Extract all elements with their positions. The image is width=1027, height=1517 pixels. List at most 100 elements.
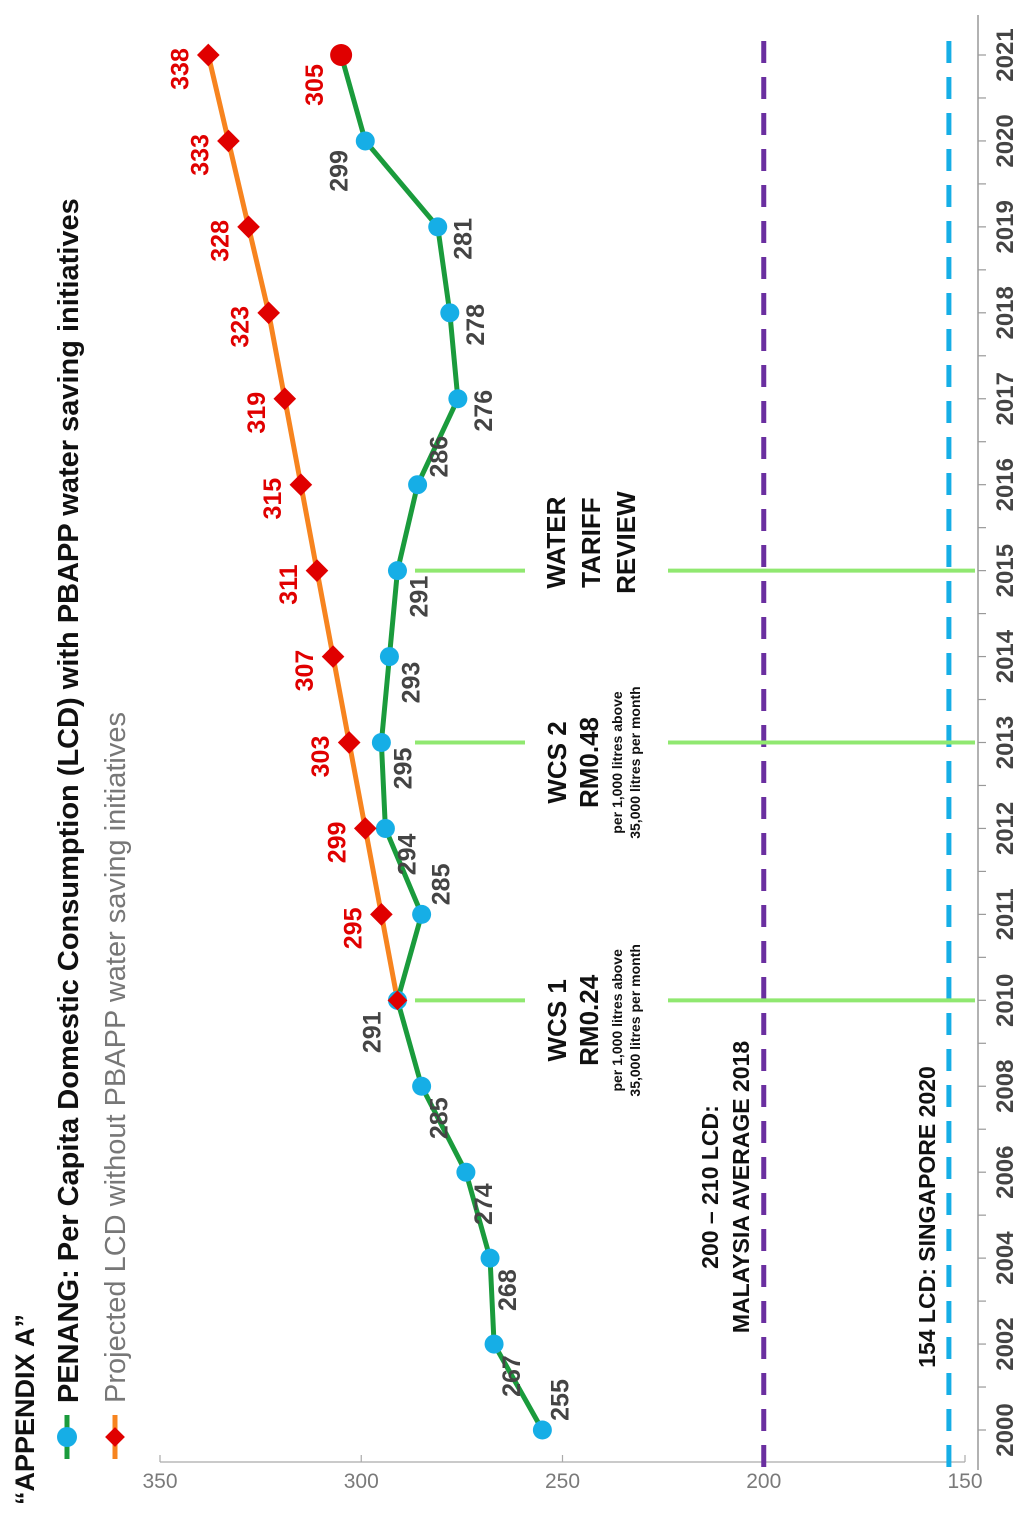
y-tick-label: 250 xyxy=(545,1470,580,1493)
projected-series-line xyxy=(205,54,400,1001)
actual-point xyxy=(330,44,353,66)
actual-point xyxy=(480,1248,500,1268)
annotation-text: TARIFF xyxy=(576,497,606,588)
axes: 2000 2002 2004 2006 2008 2010 2011 2012 2013 2014… xyxy=(142,15,1019,1493)
actual-data-label: 278 xyxy=(462,304,490,346)
reference-line-label: 154 LCD: SINGAPORE 2020 xyxy=(914,1066,940,1368)
actual-point xyxy=(448,389,468,409)
actual-data-label: 295 xyxy=(389,748,417,790)
projected-point xyxy=(237,215,260,239)
actual-data-label: 255 xyxy=(546,1379,574,1421)
actual-data-label: 291 xyxy=(405,576,433,618)
annotation-subtext: 35,000 litres per month xyxy=(627,944,643,1097)
x-tick-label: 2018 xyxy=(992,286,1019,339)
x-tick-label: 2008 xyxy=(992,1060,1019,1113)
x-tick-label: 2019 xyxy=(992,200,1019,253)
annotation-subtext: per 1,000 litres above xyxy=(609,691,625,834)
projected-point xyxy=(257,301,280,325)
projected-point xyxy=(196,43,220,67)
x-tick-label: 2010 xyxy=(992,974,1019,1027)
actual-data-label: 274 xyxy=(470,1183,498,1225)
projected-data-label: 303 xyxy=(307,736,335,778)
x-tick-label: 2021 xyxy=(992,28,1019,81)
annotation-text: WCS 2 xyxy=(542,721,572,803)
actual-point xyxy=(532,1420,552,1440)
actual-data-label: 285 xyxy=(426,1097,454,1139)
actual-data-label: 293 xyxy=(397,662,425,704)
projected-data-label: 311 xyxy=(275,564,303,604)
actual-data-label: 291 xyxy=(358,1011,386,1053)
reference-lines: 200 – 210 LCD: MALAYSIA AVERAGE 2018 154 L… xyxy=(697,35,952,1467)
annotation-text: WCS 1 xyxy=(542,979,572,1061)
actual-point xyxy=(355,131,375,151)
x-tick-label: 2017 xyxy=(992,372,1019,425)
x-tick-label: 2020 xyxy=(992,114,1019,167)
x-tick-label: 2011 xyxy=(992,888,1019,940)
actual-point xyxy=(440,303,460,323)
projected-point xyxy=(305,559,329,582)
projected-data-label: 338 xyxy=(166,48,194,90)
projected-data-label: 333 xyxy=(186,134,214,176)
reference-line-label: MALAYSIA AVERAGE 2018 xyxy=(728,1041,754,1333)
x-tick-label: 2000 xyxy=(992,1403,1019,1456)
series-group: 2552672682742852912852942952932912862762… xyxy=(166,43,574,1440)
projected-point xyxy=(387,990,408,1011)
projected-data-label: 319 xyxy=(243,392,271,434)
actual-point xyxy=(456,1162,476,1182)
x-tick-label: 2004 xyxy=(992,1231,1019,1285)
x-tick-label: 2014 xyxy=(992,629,1019,683)
projected-point xyxy=(353,817,377,840)
actual-point xyxy=(387,561,407,581)
y-tick-label: 350 xyxy=(142,1470,177,1493)
actual-point xyxy=(412,1076,432,1096)
x-tick-label: 2002 xyxy=(992,1317,1019,1370)
projected-data-label: 295 xyxy=(339,907,367,949)
rotated-chart-group: “APPENDIX A” PENANG: Per Capita Domestic… xyxy=(10,15,1019,1505)
actual-data-label: 294 xyxy=(393,833,421,875)
x-tick-label: 2015 xyxy=(992,544,1019,597)
annotation-subtext: per 1,000 litres above xyxy=(609,949,625,1092)
reference-line-label: 200 – 210 LCD: xyxy=(697,1105,723,1269)
y-tick-label: 150 xyxy=(947,1470,982,1493)
actual-data-label: 268 xyxy=(494,1269,522,1311)
actual-data-label: 281 xyxy=(450,218,478,260)
projected-data-label: 307 xyxy=(291,650,319,692)
legend-marker-series2 xyxy=(105,1427,125,1447)
actual-data-label: 276 xyxy=(470,390,498,432)
projected-data-label: 328 xyxy=(207,220,235,262)
projected-point xyxy=(370,903,393,926)
annotation-text: RM0.48 xyxy=(574,717,604,808)
actual-data-label: 299 xyxy=(325,150,353,192)
actual-point xyxy=(371,733,391,752)
x-tick-label: 2006 xyxy=(992,1145,1019,1198)
actual-point xyxy=(412,904,432,924)
projected-data-label: 315 xyxy=(259,478,287,520)
actual-point xyxy=(428,217,448,237)
legend-label-series1: PENANG: Per Capita Domestic Consumption … xyxy=(53,198,85,1403)
actual-point xyxy=(379,647,399,667)
annotation-text: RM0.24 xyxy=(574,974,604,1066)
actual-point xyxy=(375,818,395,838)
projected-point xyxy=(273,387,297,411)
annotation-subtext: 35,000 litres per month xyxy=(627,686,643,839)
projected-data-label: 323 xyxy=(227,306,255,348)
actual-data-label: 267 xyxy=(498,1355,526,1397)
projected-point xyxy=(289,473,313,497)
actual-point xyxy=(408,475,428,495)
legend-marker-series1 xyxy=(57,1427,77,1447)
projected-point xyxy=(321,645,345,668)
projected-data-label: 299 xyxy=(323,822,351,864)
actual-data-label: 305 xyxy=(301,64,329,106)
annotation-text: WATER xyxy=(541,496,571,588)
actual-data-label: 285 xyxy=(428,863,456,905)
annotation-text: REVIEW xyxy=(611,491,641,594)
x-tick-label: 2016 xyxy=(992,458,1019,511)
actual-point xyxy=(484,1334,504,1354)
appendix-title: “APPENDIX A” xyxy=(10,1314,40,1505)
projected-point xyxy=(217,129,240,153)
y-tick-label: 300 xyxy=(344,1470,379,1493)
annotations: WCS 1 RM0.24 per 1,000 litres above 35,000 … xyxy=(415,491,975,1097)
x-tick-label: 2012 xyxy=(992,802,1019,855)
legend-label-series2: Projected LCD without PBAPP water saving… xyxy=(100,712,132,1403)
